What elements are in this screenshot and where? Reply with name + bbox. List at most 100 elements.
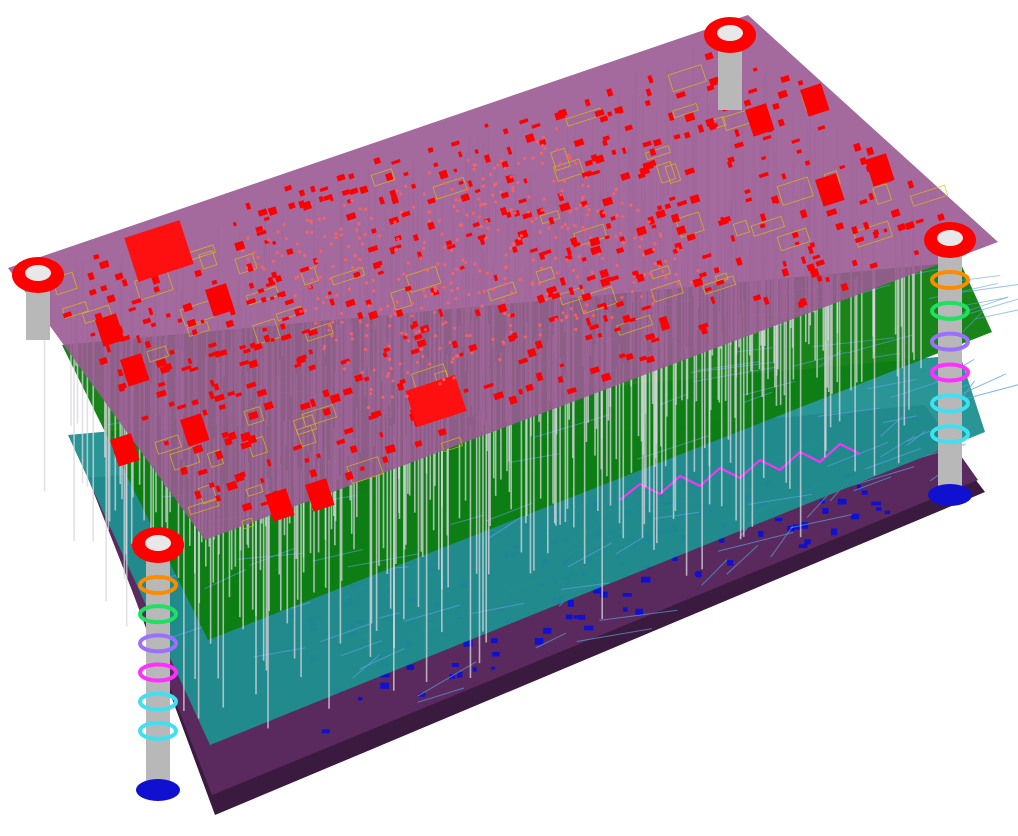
top-via	[358, 319, 362, 324]
top-component	[744, 103, 775, 137]
top-pad	[105, 344, 112, 353]
top-pad	[589, 366, 601, 375]
green-trace	[960, 284, 1018, 293]
top-via	[534, 216, 538, 221]
bottom-trace	[846, 466, 915, 488]
top-pad	[735, 257, 743, 266]
top-via	[565, 156, 570, 160]
top-pad	[744, 188, 751, 195]
top-pad	[782, 260, 788, 267]
top-via	[596, 209, 600, 213]
top-via	[313, 264, 317, 269]
top-pad	[781, 268, 790, 277]
top-pad	[246, 262, 254, 273]
top-via	[643, 273, 647, 277]
top-via	[322, 347, 326, 351]
green-trace	[961, 297, 1008, 307]
top-via	[406, 371, 410, 375]
top-pad	[745, 197, 753, 203]
top-via	[531, 156, 535, 160]
bottom-pad	[871, 501, 881, 506]
top-pad	[759, 213, 767, 222]
top-pad	[505, 211, 512, 219]
teal-trace	[352, 654, 380, 679]
top-component	[800, 83, 830, 117]
top-via	[591, 313, 596, 318]
top-pad	[730, 234, 736, 242]
top-via	[472, 163, 476, 167]
bottom-trace	[717, 532, 794, 552]
top-via	[664, 275, 668, 279]
top-via	[350, 337, 354, 341]
top-via	[322, 301, 326, 305]
top-pad	[615, 300, 625, 308]
top-pad	[704, 52, 714, 61]
top-via	[364, 207, 368, 212]
top-via	[391, 379, 395, 383]
top-via	[653, 242, 657, 246]
green-trace	[237, 552, 305, 560]
standoff-hole	[25, 265, 51, 281]
top-via	[511, 242, 515, 246]
top-pad	[697, 124, 705, 133]
bottom-trace	[726, 544, 759, 575]
top-via	[349, 332, 354, 336]
top-via	[430, 292, 434, 296]
top-pad	[797, 79, 804, 86]
silk-outline	[650, 265, 671, 280]
top-via	[498, 358, 502, 362]
bottom-pad	[584, 625, 594, 631]
top-pad	[868, 192, 875, 201]
top-via	[443, 263, 447, 267]
top-pad	[548, 216, 555, 225]
top-pad	[437, 428, 447, 437]
bottom-pad	[357, 697, 363, 701]
top-component	[265, 488, 295, 522]
top-pad	[322, 407, 332, 416]
green-trace	[954, 296, 1009, 316]
top-pad	[557, 192, 565, 202]
top-via	[640, 295, 644, 299]
top-via	[262, 267, 266, 271]
top-via	[663, 259, 668, 264]
top-via	[271, 259, 275, 263]
top-pad	[157, 381, 166, 388]
silk-outline	[154, 434, 183, 455]
top-via	[615, 213, 619, 218]
bottom-pad	[565, 614, 573, 620]
top-via	[676, 282, 680, 286]
standoff-hole	[937, 230, 963, 246]
top-pad	[817, 125, 826, 131]
top-via	[581, 225, 585, 229]
top-via	[339, 233, 344, 237]
top-pad	[585, 317, 592, 327]
top-pad	[713, 266, 720, 274]
bottom-pad	[856, 484, 862, 490]
top-pad	[698, 322, 709, 330]
top-pad	[649, 148, 657, 157]
top-pad	[131, 298, 142, 305]
top-pad	[557, 375, 564, 384]
bottom-trace	[770, 526, 794, 558]
top-pad	[502, 128, 509, 135]
top-pad	[639, 355, 647, 362]
top-pad	[614, 326, 621, 332]
top-via	[422, 240, 426, 245]
top-via	[560, 318, 564, 323]
top-pad	[213, 350, 221, 358]
top-via	[454, 354, 458, 358]
top-pad	[650, 337, 660, 343]
top-pad	[689, 194, 701, 205]
silk-outline	[667, 64, 707, 93]
silk-outline	[169, 446, 201, 471]
top-via	[442, 378, 446, 382]
top-pad	[401, 210, 411, 218]
top-pad	[535, 372, 544, 382]
top-pad	[257, 208, 268, 217]
top-via	[651, 247, 655, 252]
top-via	[641, 253, 645, 257]
top-via	[334, 235, 338, 240]
top-via	[456, 286, 460, 291]
top-pad	[329, 298, 336, 306]
